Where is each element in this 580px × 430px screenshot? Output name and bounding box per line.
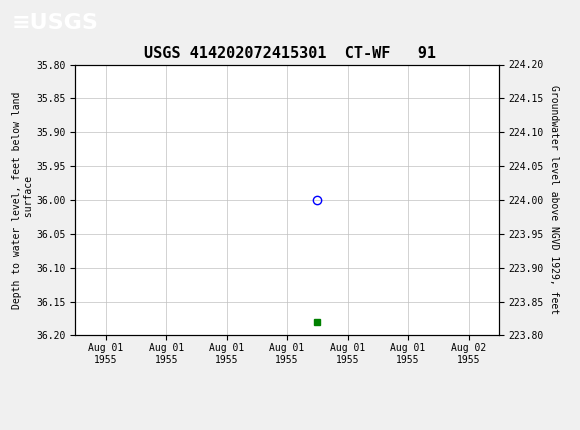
Y-axis label: Groundwater level above NGVD 1929, feet: Groundwater level above NGVD 1929, feet: [549, 86, 559, 314]
Text: USGS 414202072415301  CT-WF   91: USGS 414202072415301 CT-WF 91: [144, 46, 436, 61]
Text: ≡USGS: ≡USGS: [12, 12, 99, 33]
Y-axis label: Depth to water level, feet below land
 surface: Depth to water level, feet below land su…: [12, 91, 34, 309]
